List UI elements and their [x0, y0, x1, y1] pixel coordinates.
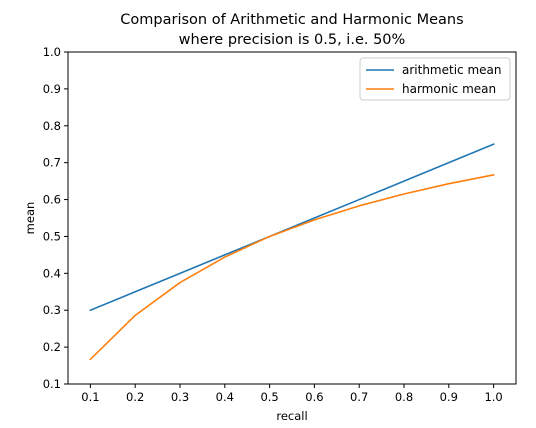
x-axis-label: recall: [276, 409, 307, 423]
x-tick-label: 0.1: [81, 390, 99, 404]
x-tick-label: 0.3: [171, 390, 189, 404]
series-line-harmonic-mean: [89, 173, 495, 361]
series-line-arithmetic-mean: [89, 143, 495, 312]
y-tick-label: 0.6: [43, 193, 61, 207]
x-tick-label: 0.7: [350, 390, 368, 404]
legend-box: [359, 57, 511, 101]
x-tick-label: 0.2: [126, 390, 144, 404]
y-tick-label: 0.5: [43, 229, 61, 243]
y-tick-label: 0.8: [43, 119, 61, 133]
x-tick-label: 0.4: [216, 390, 234, 404]
x-tick-label: 0.8: [395, 390, 413, 404]
x-tick-label: 0.9: [440, 390, 458, 404]
y-tick-label: 0.3: [43, 303, 61, 317]
legend-label: harmonic mean: [402, 82, 496, 96]
series-layer: [89, 143, 495, 361]
y-tick-label: 0.2: [43, 340, 61, 354]
x-tick-label: 0.6: [305, 390, 323, 404]
y-axis-label: mean: [23, 202, 37, 235]
x-tick-label: 0.5: [260, 390, 278, 404]
y-tick-label: 0.9: [43, 82, 61, 96]
y-axis-ticks: 0.1 0.2 0.3 0.4 0.5 0.6 0.7 0.8 0.9 1.0: [43, 45, 68, 391]
y-tick-label: 0.7: [43, 156, 61, 170]
x-tick-label: 1.0: [484, 390, 502, 404]
y-tick-label: 0.1: [43, 377, 61, 391]
y-tick-label: 1.0: [43, 45, 61, 59]
plot-frame: [67, 51, 517, 385]
x-axis-ticks: 0.1 0.2 0.3 0.4 0.5 0.6 0.7 0.8 0.9 1.0: [81, 384, 503, 404]
y-tick-label: 0.4: [43, 266, 61, 280]
chart-title-line-1: Comparison of Arithmetic and Harmonic Me…: [120, 12, 463, 28]
legend-label: arithmetic mean: [402, 63, 502, 77]
legend: arithmetic mean harmonic mean: [359, 57, 511, 101]
chart-title-line-2: where precision is 0.5, i.e. 50%: [179, 32, 406, 48]
